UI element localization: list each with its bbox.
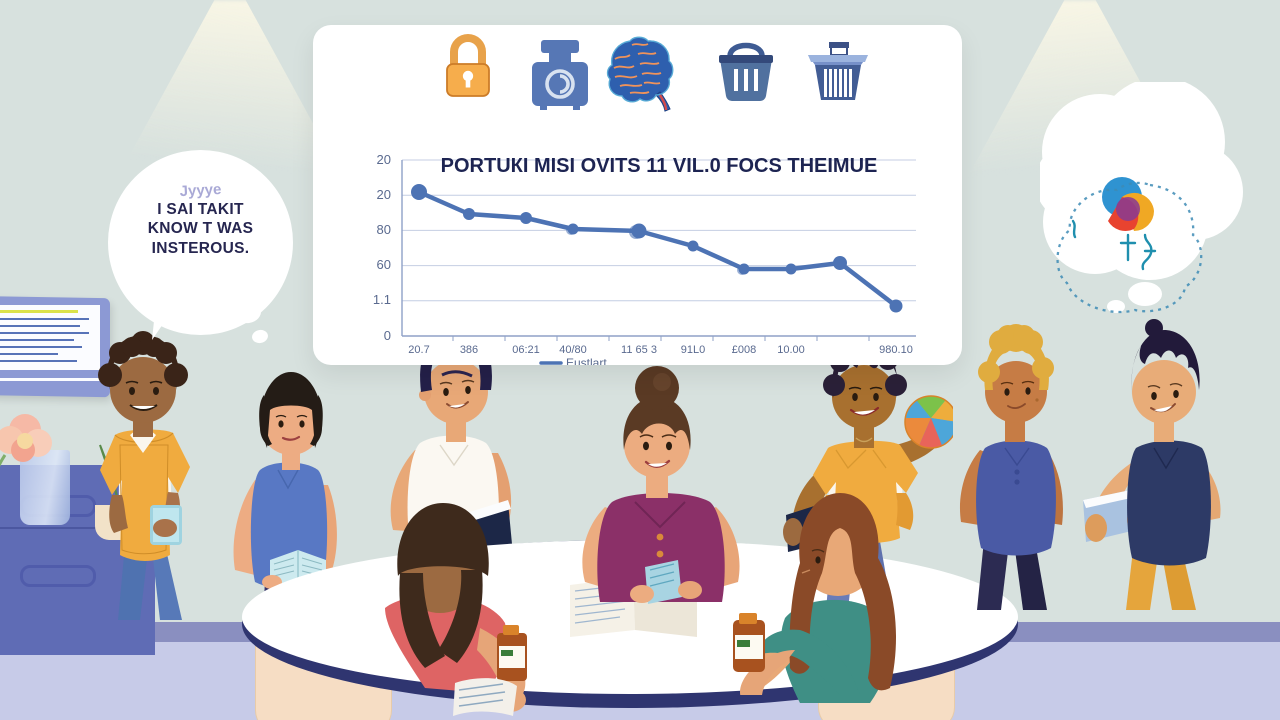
svg-text:1.1: 1.1 xyxy=(373,292,391,307)
svg-text:20: 20 xyxy=(377,152,391,167)
svg-text:PORTUКI MISI OVITS 11 VIL.0 FO: PORTUКI MISI OVITS 11 VIL.0 FOCS THEIMUE xyxy=(441,155,878,177)
svg-text:386: 386 xyxy=(460,344,478,356)
svg-text:20: 20 xyxy=(377,187,391,202)
svg-text:60: 60 xyxy=(377,257,391,272)
svg-text:40/80: 40/80 xyxy=(559,344,587,356)
svg-text:11 65 3: 11 65 3 xyxy=(621,344,657,356)
svg-text:10.00: 10.00 xyxy=(777,344,805,356)
svg-text:0: 0 xyxy=(384,328,391,343)
svg-text:980.10: 980.10 xyxy=(879,344,913,356)
svg-text:£008: £008 xyxy=(732,344,756,356)
svg-text:91L0: 91L0 xyxy=(681,344,705,356)
svg-text:Eustlart: Eustlart xyxy=(566,356,607,365)
svg-text:20.7: 20.7 xyxy=(408,344,429,356)
svg-text:06:21: 06:21 xyxy=(512,344,540,356)
svg-text:80: 80 xyxy=(377,222,391,237)
